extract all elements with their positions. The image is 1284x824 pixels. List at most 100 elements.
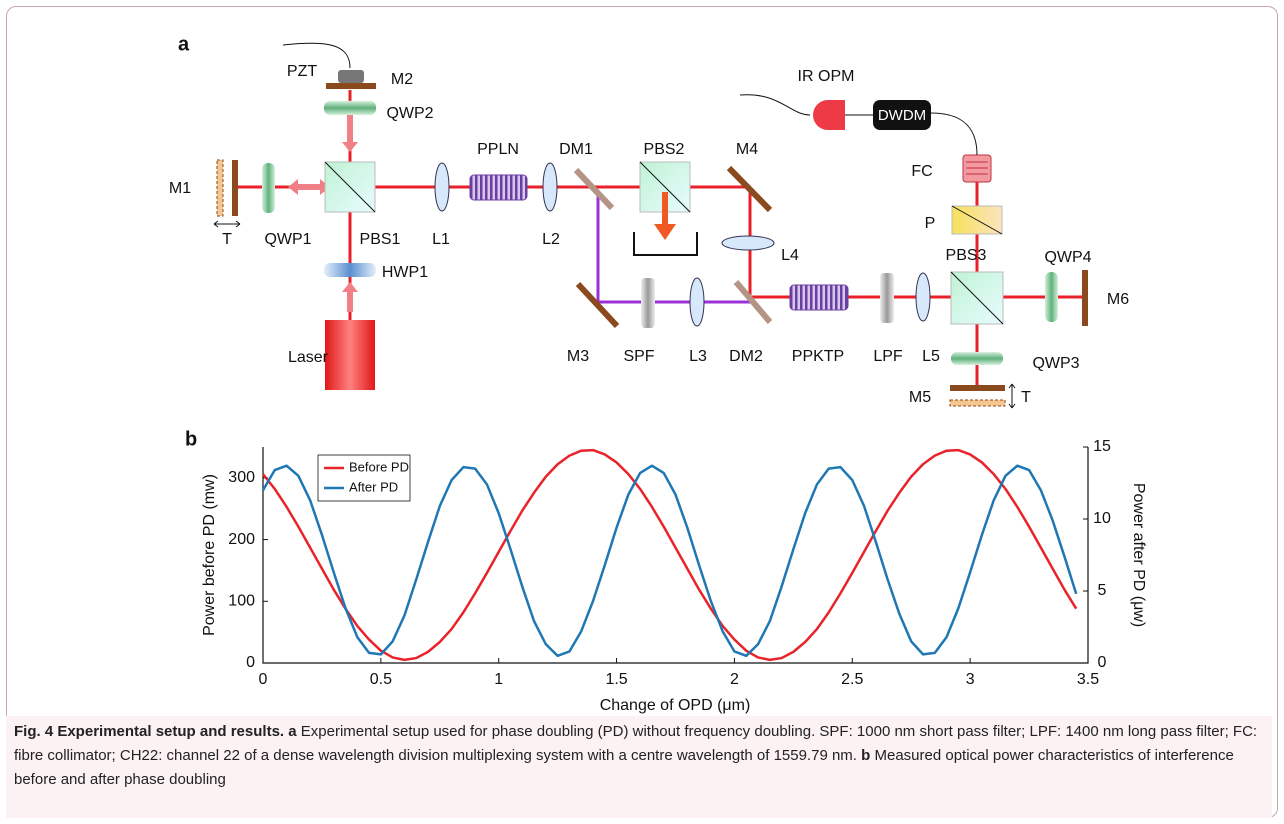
x-axis-label: Change of OPD (μm) bbox=[600, 697, 751, 714]
component-label: PBS3 bbox=[946, 247, 987, 264]
component-label: PBS2 bbox=[644, 141, 685, 158]
component-label: DM2 bbox=[729, 348, 763, 365]
lens bbox=[721, 235, 775, 251]
waveplate bbox=[262, 163, 275, 213]
dichroic-mirror bbox=[573, 167, 615, 211]
y-tick-label: 200 bbox=[228, 531, 255, 548]
dichroic-mirror bbox=[733, 280, 773, 324]
axis bbox=[262, 447, 1089, 664]
beam-dump bbox=[633, 232, 698, 256]
arrow bbox=[1008, 383, 1016, 409]
dwdm bbox=[873, 100, 931, 130]
y2-tick-label: 5 bbox=[1098, 582, 1107, 599]
crystal bbox=[469, 174, 528, 201]
component-label: M1 bbox=[169, 180, 191, 197]
component-label: PBS1 bbox=[360, 231, 401, 248]
waveplate bbox=[1045, 272, 1058, 322]
component-label: PPKTP bbox=[792, 348, 844, 365]
mirror bbox=[216, 159, 224, 217]
fiber bbox=[739, 94, 811, 116]
x-tick-label: 2.5 bbox=[841, 671, 863, 688]
mirror bbox=[726, 165, 773, 213]
beam-splitter bbox=[950, 271, 1004, 325]
beam-splitter bbox=[639, 161, 691, 213]
panel-label: b bbox=[185, 428, 197, 450]
y2-tick-label: 0 bbox=[1098, 654, 1107, 671]
component-label: PPLN bbox=[477, 141, 519, 158]
fiber bbox=[930, 112, 978, 156]
lens bbox=[915, 272, 931, 322]
caption-title: Fig. 4 Experimental setup and results. bbox=[14, 723, 285, 740]
component-label: L1 bbox=[432, 231, 450, 248]
figure: a PZT M2 QWP2 M1 T QWP1 PBS1 L1 PPLN L2 … bbox=[169, 33, 1147, 714]
line-series bbox=[261, 464, 1078, 658]
legend-box bbox=[317, 454, 411, 502]
component-label: L4 bbox=[781, 247, 799, 264]
filter bbox=[880, 273, 894, 323]
arrow bbox=[288, 179, 330, 195]
y-tick-label: 300 bbox=[228, 469, 255, 486]
component-label: L2 bbox=[542, 231, 560, 248]
component-label: M5 bbox=[909, 389, 931, 406]
collimator bbox=[966, 161, 988, 175]
x-tick-label: 2 bbox=[730, 671, 739, 688]
panel-label: a bbox=[178, 33, 190, 55]
component-label: M4 bbox=[736, 141, 758, 158]
mirror bbox=[950, 385, 1005, 391]
component-label: DM1 bbox=[559, 141, 593, 158]
component-label: M2 bbox=[391, 71, 413, 88]
component-label: L3 bbox=[689, 348, 707, 365]
y-tick-label: 0 bbox=[246, 654, 255, 671]
component-label: DWDM bbox=[878, 107, 926, 124]
filter bbox=[641, 278, 655, 328]
component-label: IR OPM bbox=[798, 68, 855, 85]
pzt bbox=[338, 70, 364, 83]
y-tick-label: 100 bbox=[228, 593, 255, 610]
arrow bbox=[213, 220, 241, 228]
component-label: P bbox=[925, 215, 936, 232]
mirror bbox=[1082, 270, 1088, 326]
polarizer bbox=[951, 205, 1003, 235]
x-tick-label: 0.5 bbox=[370, 671, 392, 688]
detector bbox=[813, 100, 845, 130]
component-label: M6 bbox=[1107, 291, 1129, 308]
crystal bbox=[789, 284, 849, 311]
legend-label: Before PD bbox=[349, 459, 409, 474]
component-label: HWP1 bbox=[382, 264, 428, 281]
component-label: Laser bbox=[288, 349, 329, 366]
component-label: QWP2 bbox=[386, 105, 433, 122]
legend-label: After PD bbox=[349, 479, 398, 494]
laser bbox=[325, 320, 375, 390]
mirror bbox=[949, 399, 1006, 407]
waveplate bbox=[324, 101, 376, 115]
component-label: QWP4 bbox=[1044, 249, 1091, 266]
arrow bbox=[654, 224, 676, 240]
arrow bbox=[342, 100, 358, 152]
beam-splitter bbox=[324, 161, 376, 213]
lens bbox=[434, 162, 450, 212]
x-tick-label: 1.5 bbox=[605, 671, 627, 688]
component-label: QWP3 bbox=[1032, 355, 1079, 372]
x-tick-label: 3 bbox=[966, 671, 975, 688]
y2-tick-label: 15 bbox=[1093, 438, 1111, 455]
component-label: PZT bbox=[287, 63, 317, 80]
component-label: LPF bbox=[873, 348, 903, 365]
caption-part-label: b bbox=[861, 747, 871, 764]
y2-axis-label: Power after PD (μw) bbox=[1130, 483, 1147, 627]
component-label: L5 bbox=[922, 348, 940, 365]
caption: Fig. 4 Experimental setup and results. a… bbox=[6, 716, 1272, 818]
line-series bbox=[262, 448, 1078, 662]
component-label: FC bbox=[911, 163, 932, 180]
y-axis-label: Power before PD (mw) bbox=[201, 474, 218, 636]
x-tick-label: 1 bbox=[494, 671, 503, 688]
x-tick-label: 0 bbox=[259, 671, 268, 688]
component-label: T bbox=[1021, 389, 1031, 406]
arrow bbox=[342, 282, 358, 312]
caption-text: Experimental setup used for phase doubli… bbox=[14, 723, 1258, 764]
waveplate bbox=[324, 263, 376, 277]
fiber bbox=[282, 42, 351, 69]
x-tick-label: 3.5 bbox=[1077, 671, 1099, 688]
component-label: SPF bbox=[623, 348, 654, 365]
mirror bbox=[232, 160, 238, 216]
